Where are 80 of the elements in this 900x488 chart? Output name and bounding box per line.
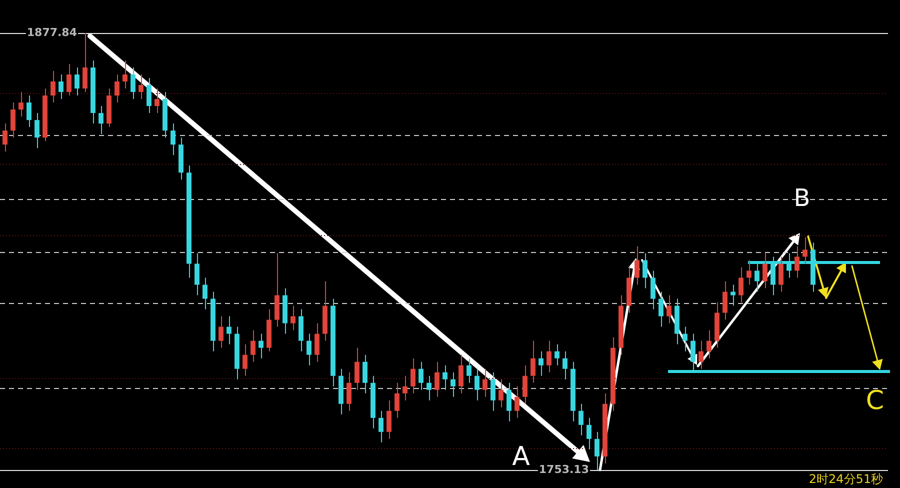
- candlestick: [218, 316, 224, 348]
- candlestick: [514, 386, 520, 418]
- candlestick: [762, 252, 768, 289]
- candlestick: [26, 95, 32, 128]
- candlestick: [746, 260, 752, 286]
- candlestick: [74, 66, 80, 96]
- candlestick: [98, 106, 104, 135]
- candlestick: [258, 333, 264, 359]
- candlestick: [306, 333, 312, 366]
- candlestick: [242, 344, 248, 376]
- candlestick: [474, 368, 480, 401]
- candlestick: [522, 364, 528, 404]
- candlestick: [722, 280, 728, 320]
- candlestick: [778, 256, 784, 292]
- candlestick: [146, 77, 152, 114]
- candlestick: [314, 322, 320, 362]
- candlestick: [698, 340, 704, 370]
- candlestick: [50, 70, 56, 104]
- candlestick: [394, 382, 400, 418]
- candlestick: [546, 340, 552, 373]
- candlestick: [82, 32, 88, 93]
- annotation: A: [512, 442, 530, 472]
- candlestick: [730, 284, 736, 306]
- candlestick: [122, 60, 128, 90]
- candlestick: [114, 74, 120, 104]
- candlestick: [794, 246, 800, 278]
- text: C: [866, 386, 884, 416]
- candlestick: [378, 410, 384, 443]
- candlestick: [706, 330, 712, 359]
- candlestick: [354, 347, 360, 390]
- candlestick: [666, 294, 672, 324]
- candlestick: [386, 400, 392, 440]
- candlestick: [2, 123, 8, 152]
- candlestick: [426, 375, 432, 401]
- candlestick: [250, 330, 256, 362]
- candlestick: [410, 358, 416, 394]
- candlestick: [442, 364, 448, 390]
- candlestick: [554, 344, 560, 366]
- candlestick: [450, 372, 456, 398]
- candlestick: [658, 291, 664, 328]
- candlestick: [402, 375, 408, 401]
- candlestick: [802, 236, 808, 264]
- candlestick: [290, 305, 296, 331]
- candlestick: [498, 378, 504, 408]
- candlestick: [418, 361, 424, 390]
- candlestick: [194, 252, 200, 296]
- candlestick: [130, 66, 136, 100]
- candlestick: [18, 92, 24, 118]
- candlestick: [66, 63, 72, 96]
- annotation: 1877.84: [26, 26, 78, 39]
- candlestick: [154, 88, 160, 114]
- annotation: B: [794, 184, 810, 212]
- candlestick: [530, 340, 536, 384]
- candlestick: [482, 368, 488, 398]
- candlestick: [738, 266, 744, 303]
- candlestick: [58, 74, 64, 100]
- candlestick: [10, 102, 16, 138]
- candlestick: [202, 277, 208, 310]
- annotation: 1753.13: [538, 462, 589, 476]
- candlestick: [642, 252, 648, 289]
- candlestick: [434, 361, 440, 398]
- candlestick: [562, 350, 568, 380]
- candlestick: [490, 372, 496, 412]
- candlestick: [586, 417, 592, 450]
- candlestick: [138, 74, 144, 100]
- candlestick: [538, 350, 544, 376]
- candlestick: [594, 431, 600, 470]
- text: 2时24分51秒: [808, 472, 884, 486]
- candlestick: [34, 112, 40, 149]
- candlestick: [650, 270, 656, 310]
- candlestick: [362, 354, 368, 394]
- candlestick: [682, 326, 688, 352]
- candlestick: [634, 246, 640, 286]
- candlestick: [578, 403, 584, 436]
- candlestick: [458, 354, 464, 394]
- candlestick: [466, 358, 472, 384]
- candlestick: [506, 382, 512, 422]
- candlestick: [170, 123, 176, 156]
- candlestick: [226, 316, 232, 345]
- candlestick: [346, 372, 352, 412]
